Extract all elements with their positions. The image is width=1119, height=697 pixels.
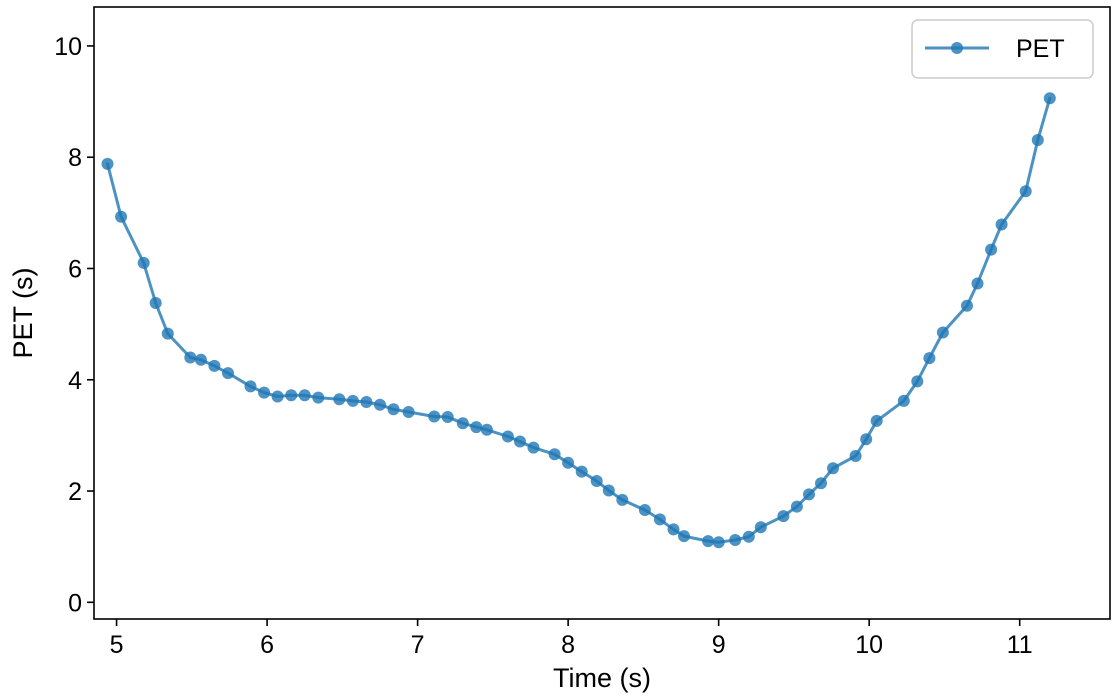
data-point (137, 256, 150, 269)
y-tick-label: 6 (68, 255, 82, 283)
data-point (653, 513, 666, 526)
data-point (470, 421, 483, 434)
data-point (742, 530, 755, 543)
data-point (101, 157, 114, 170)
data-point (638, 504, 651, 516)
data-point (1031, 134, 1044, 146)
data-point (827, 462, 839, 475)
data-point (346, 394, 359, 407)
x-tick-label: 7 (411, 631, 425, 659)
y-tick-label: 8 (68, 144, 82, 172)
data-point (402, 406, 415, 418)
data-point (1043, 92, 1056, 105)
data-point (456, 417, 469, 430)
data-point (208, 359, 221, 372)
data-point (285, 389, 298, 402)
data-point (387, 403, 400, 416)
data-point (911, 375, 924, 388)
data-point (514, 435, 526, 448)
x-tick-label: 6 (260, 631, 274, 659)
data-point (803, 488, 815, 501)
x-tick-label: 9 (712, 631, 726, 659)
data-point (258, 386, 271, 399)
y-axis-label: PET (s) (8, 267, 38, 358)
series-points-pet (101, 92, 1056, 549)
y-tick-label: 2 (68, 478, 82, 506)
data-point (480, 423, 493, 436)
legend-box (911, 19, 1094, 79)
data-point (936, 326, 949, 339)
data-point (961, 299, 973, 312)
data-point (562, 456, 575, 469)
x-tick-label: 8 (561, 631, 575, 659)
data-point (194, 353, 207, 366)
plot-frame (93, 6, 1111, 620)
data-point (995, 218, 1008, 231)
data-point (298, 389, 311, 402)
y-tick-label: 4 (68, 367, 82, 395)
data-point (222, 367, 234, 380)
data-point (441, 411, 454, 423)
y-axis: 0 2 4 6 8 10 (54, 33, 94, 617)
data-point (897, 394, 910, 407)
data-point (527, 441, 540, 454)
data-point (754, 521, 767, 534)
data-point (575, 465, 588, 478)
data-point (971, 277, 984, 290)
data-point (428, 410, 441, 423)
legend-marker-icon (951, 42, 963, 54)
data-point (271, 390, 284, 403)
x-tick-label: 5 (110, 631, 124, 659)
y-tick-label: 10 (54, 33, 82, 61)
data-point (374, 398, 386, 411)
y-tick-label: 0 (68, 589, 82, 617)
data-point (161, 327, 174, 340)
data-point (244, 380, 257, 393)
data-point (590, 475, 603, 487)
data-point (548, 448, 561, 461)
legend: PET (911, 19, 1094, 79)
data-point (602, 484, 615, 497)
data-point (870, 414, 883, 427)
data-point (667, 523, 680, 536)
data-point (678, 530, 690, 543)
data-point (616, 493, 629, 506)
legend-label-pet: PET (1016, 35, 1065, 63)
x-axis-label: Time (s) (553, 663, 651, 693)
x-axis: 5 6 7 8 9 10 11 (110, 619, 1033, 659)
data-point (312, 391, 325, 404)
data-point (777, 510, 790, 523)
data-point (712, 536, 725, 549)
data-point (360, 396, 373, 408)
data-point (115, 210, 128, 223)
data-point (860, 433, 873, 446)
data-point (702, 535, 715, 548)
data-point (849, 450, 862, 462)
data-point (149, 297, 162, 309)
x-tick-label: 10 (855, 631, 883, 659)
data-point (815, 477, 827, 490)
data-point (790, 500, 803, 513)
data-point (923, 352, 936, 365)
data-point (501, 430, 514, 443)
x-tick-label: 11 (1007, 631, 1033, 659)
data-point (985, 243, 998, 256)
data-point (729, 534, 742, 546)
data-point (1019, 185, 1032, 198)
data-point (333, 393, 346, 406)
data-point (184, 351, 197, 364)
